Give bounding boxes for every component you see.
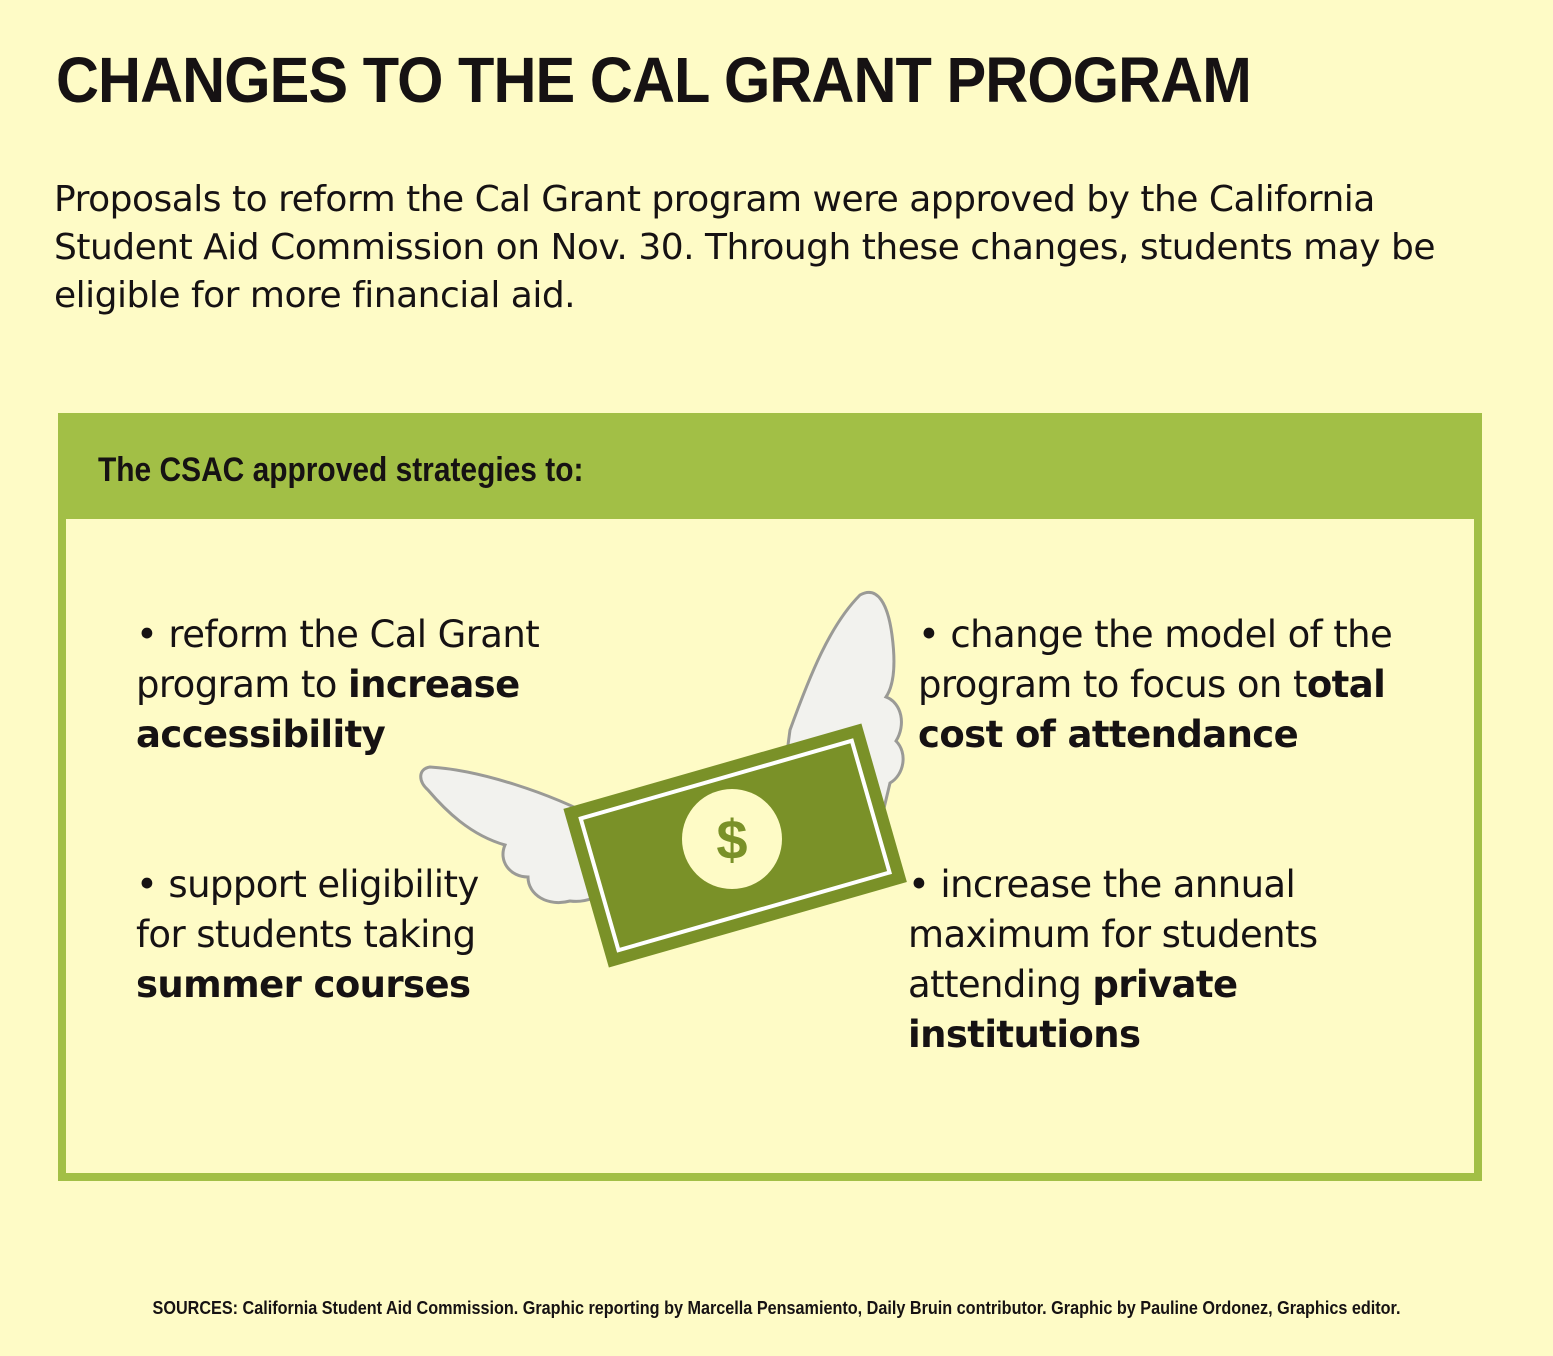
- bill-border: [578, 738, 893, 953]
- intro-paragraph: Proposals to reform the Cal Grant progra…: [54, 179, 1436, 316]
- strategy-item-summer-courses: • support eligibility for students takin…: [136, 860, 536, 1010]
- bullet: •: [918, 613, 940, 656]
- bullet: •: [136, 613, 158, 656]
- strategy-text: increase the annual maximum for students…: [908, 863, 1318, 1006]
- bullet: •: [908, 863, 930, 906]
- strategies-panel-header: [58, 413, 1482, 519]
- strategy-item-private-institutions: • increase the annual maximum for studen…: [908, 860, 1428, 1060]
- strategy-text: support eligibility for students taking: [136, 863, 479, 956]
- left-wing-icon: [419, 765, 612, 904]
- strategy-item-accessibility: • reform the Cal Grant program to increa…: [136, 610, 606, 760]
- bullet: •: [136, 863, 158, 906]
- dollar-sign-icon: $: [716, 808, 747, 871]
- strategy-emphasis: increase accessibility: [136, 663, 520, 756]
- bill-coin: [682, 789, 782, 889]
- page-title: CHANGES TO THE CAL GRANT PROGRAM: [56, 44, 1252, 116]
- sources-credit: SOURCES: California Student Aid Commissi…: [152, 1298, 1401, 1318]
- strategy-emphasis: private institutions: [908, 963, 1238, 1056]
- strategies-panel-title: The CSAC approved strategies to:: [98, 451, 584, 489]
- strategy-text: reform the Cal Grant program to: [136, 613, 540, 706]
- strategy-emphasis: summer courses: [136, 963, 471, 1006]
- strategy-item-cost-of-attendance: • change the model of the program to foc…: [918, 610, 1438, 760]
- winged-dollar-bill-icon: $: [419, 591, 907, 968]
- strategy-emphasis: otal cost of attendance: [918, 663, 1386, 756]
- strategy-text: change the model of the program to focus…: [918, 613, 1393, 706]
